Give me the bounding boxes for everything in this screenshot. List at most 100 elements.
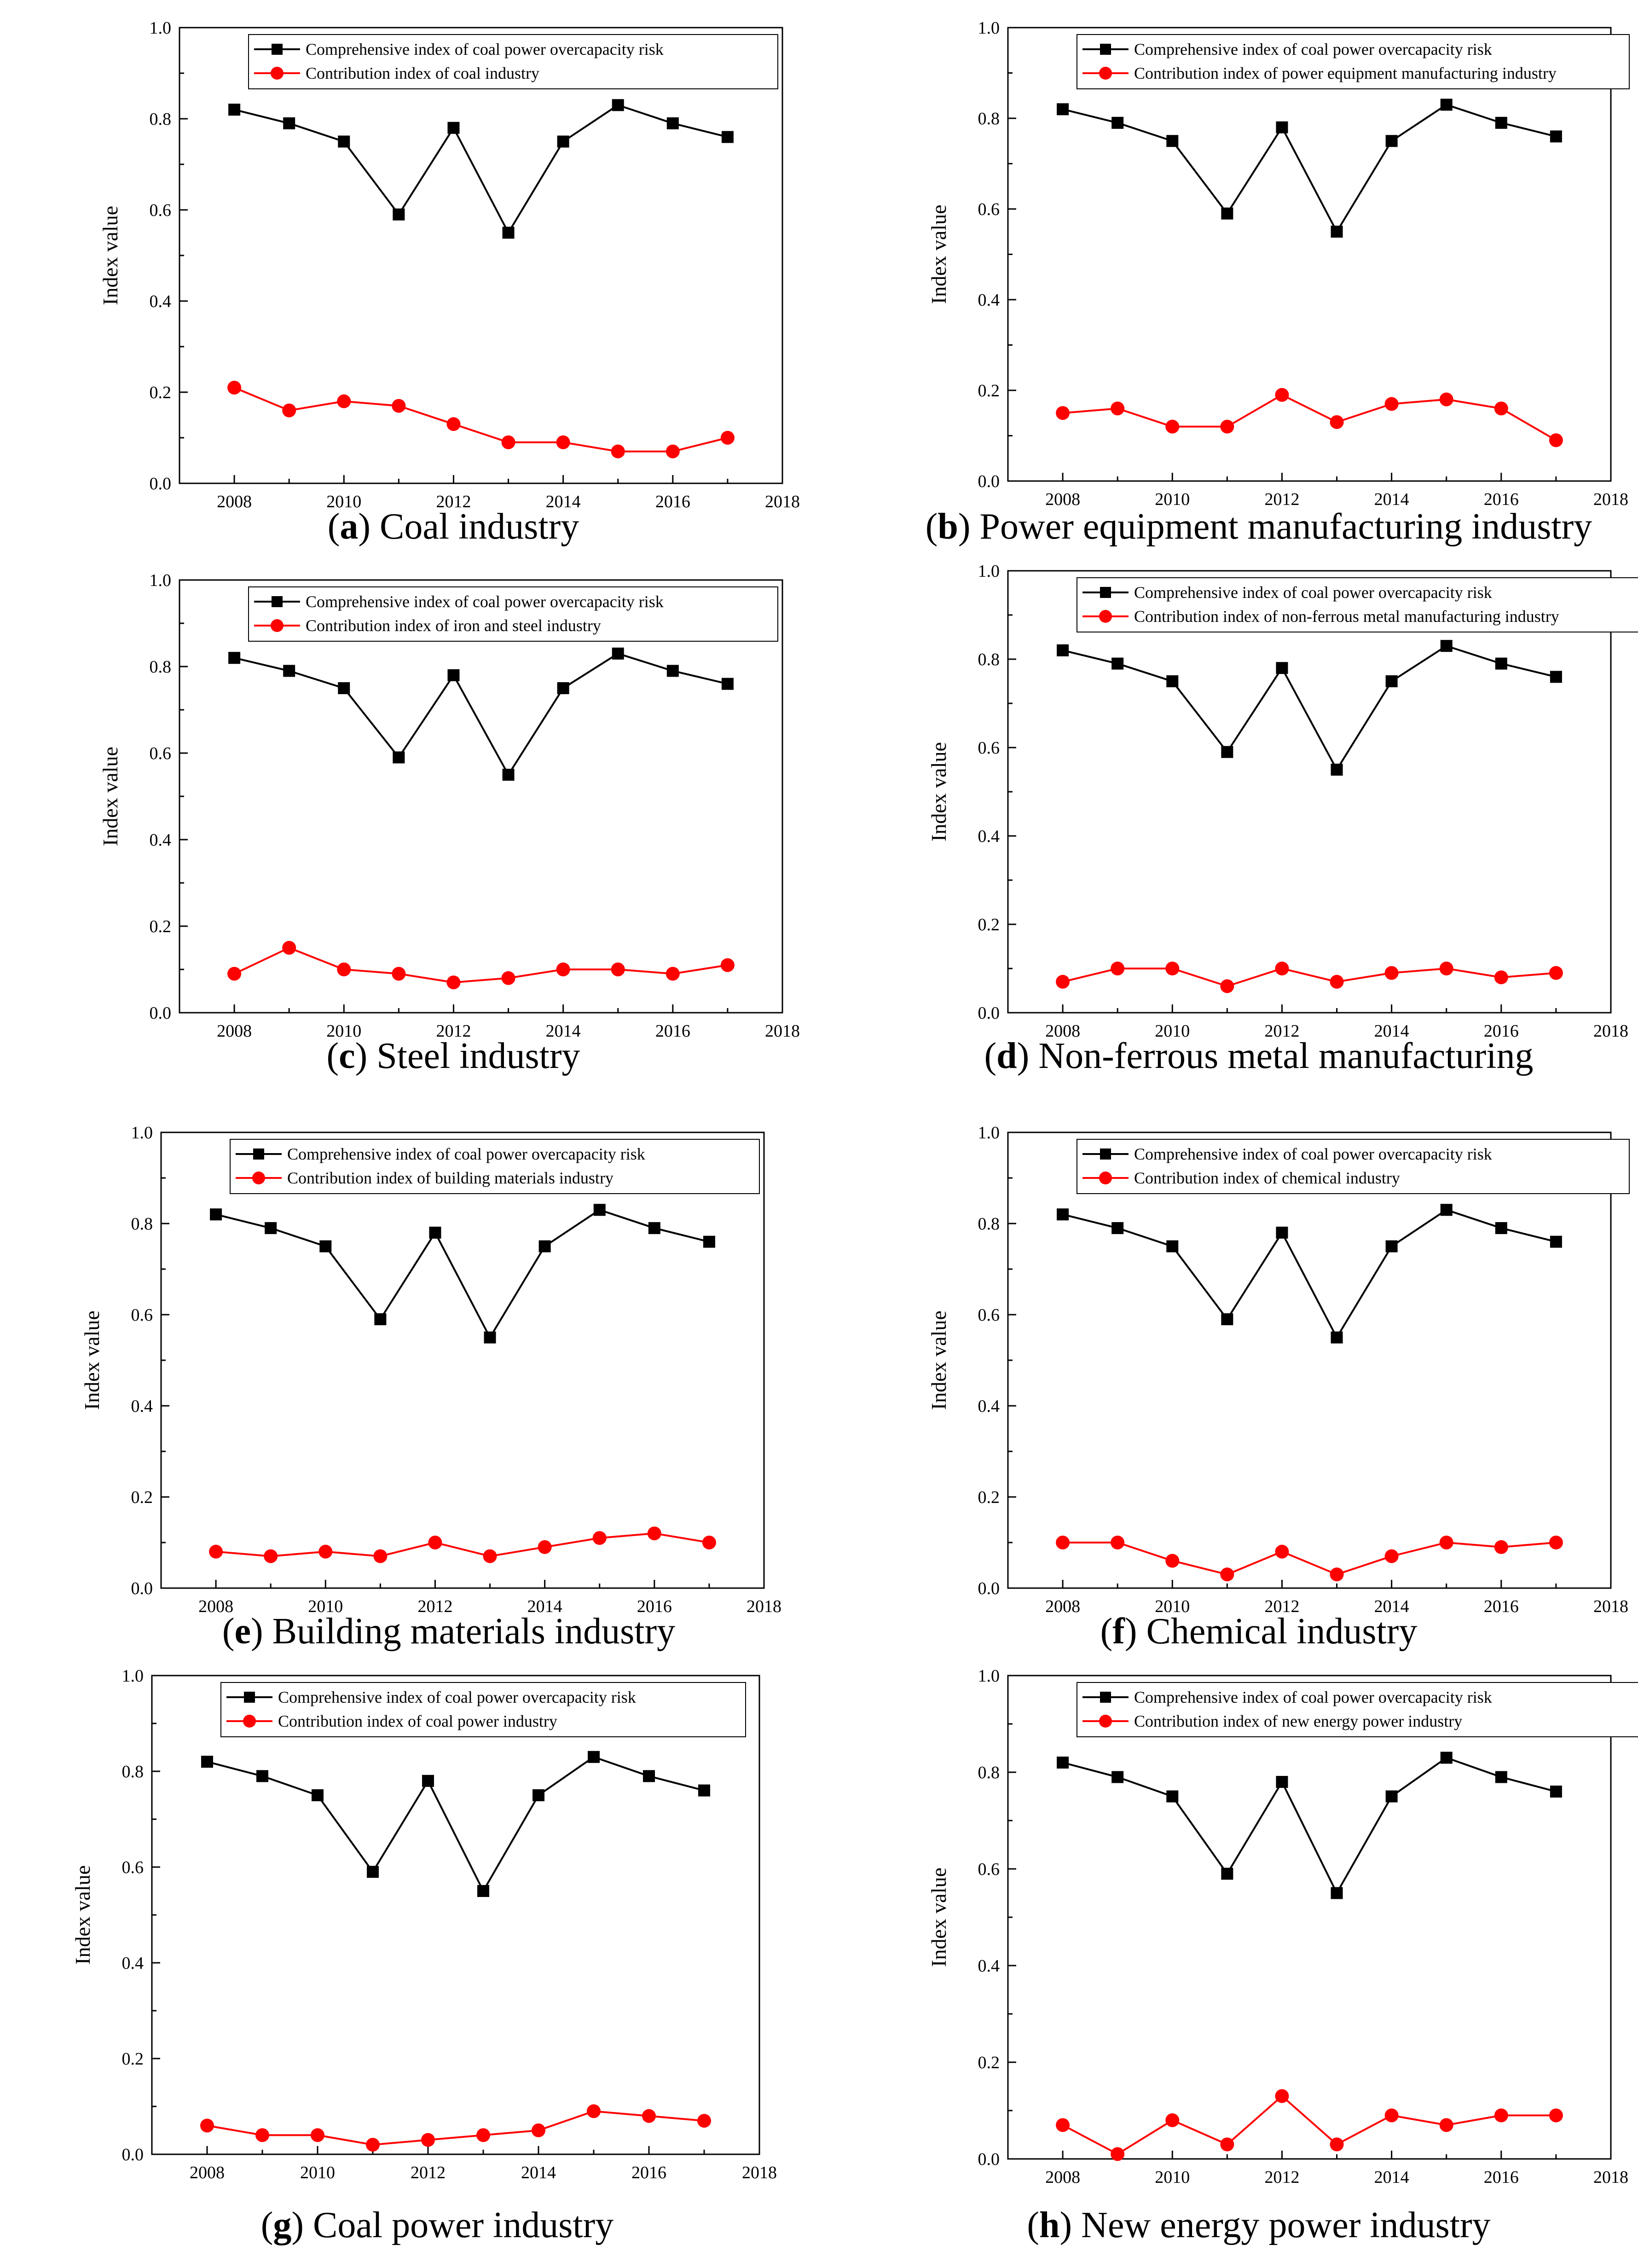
x-tick-label: 2014 [1374,2168,1409,2187]
data-point [256,1770,268,1782]
y-tick-label: 0.4 [978,827,1000,846]
legend-marker-circle [1099,1715,1112,1728]
data-point [1495,116,1507,129]
data-point [1330,415,1344,429]
x-tick-label: 2014 [1374,1597,1409,1616]
y-tick-label: 0.6 [978,1305,1000,1325]
legend-marker-square [1100,44,1111,55]
data-point [1439,1536,1453,1549]
data-point [1494,2108,1508,2123]
data-point [1385,1790,1398,1803]
data-point [255,2128,269,2142]
y-tick-label: 0.0 [978,2150,1000,2169]
data-point [1440,1752,1453,1764]
x-tick-label: 2008 [1045,2168,1080,2187]
y-tick-label: 0.0 [150,474,172,493]
data-point [1385,675,1398,687]
x-tick-label: 2018 [1593,1597,1628,1616]
y-tick-label: 0.6 [150,201,172,220]
data-point [209,1544,223,1559]
x-tick-label: 2016 [637,1597,672,1616]
data-point [429,1226,441,1239]
y-tick-label: 0.4 [131,1397,153,1416]
panel-caption: (f) Chemical industry [1100,1611,1418,1652]
data-point [1331,1331,1343,1344]
data-point [373,1549,388,1563]
legend-entry: Contribution index of power equipment ma… [1134,64,1557,82]
data-point [1384,966,1399,980]
legend-marker-square [1100,1149,1111,1160]
data-point [1330,974,1344,989]
x-tick-label: 2018 [1593,490,1628,509]
y-tick-label: 0.8 [150,657,172,677]
data-point [227,381,242,395]
x-tick-label: 2012 [417,1597,452,1616]
x-tick-label: 2010 [326,492,361,511]
data-point [703,1236,715,1248]
panel-caption: (c) Steel industry [327,1036,580,1076]
y-tick-label: 0.6 [978,738,1000,758]
y-tick-label: 0.6 [131,1305,153,1325]
data-point [447,122,460,134]
data-point [1111,657,1124,670]
series-line-contribution-index [234,946,728,984]
data-point [392,399,406,413]
data-point [1111,962,1125,975]
x-tick-label: 2016 [631,2163,666,2182]
data-point [283,665,295,677]
data-point [1166,675,1179,687]
legend-marker-circle [252,1172,265,1184]
data-point [532,1789,544,1801]
legend-entry: Contribution index of new energy power i… [1134,1712,1462,1730]
data-point [374,1313,387,1325]
legend-marker-circle [1099,1172,1112,1184]
y-tick-label: 1.0 [150,571,172,590]
y-axis-label: Index value [927,205,950,304]
y-tick-label: 0.6 [150,744,172,763]
y-tick-label: 0.8 [978,650,1000,669]
x-tick-label: 2016 [655,492,690,511]
data-point [1220,979,1234,993]
legend-marker-square [272,596,283,607]
data-point [1276,662,1288,674]
data-point [1549,966,1563,980]
data-point [1221,207,1233,220]
data-point [1111,1771,1124,1783]
data-point [1275,388,1289,402]
data-point [1550,671,1562,683]
data-point [337,394,351,408]
legend-marker-square [1100,587,1111,598]
data-point [1111,116,1124,129]
x-tick-label: 2014 [521,2163,556,2182]
data-point [538,1540,552,1554]
data-point [611,963,625,976]
x-tick-label: 2010 [308,1597,343,1616]
legend-box [230,1139,760,1194]
data-point [1220,1567,1234,1582]
plot-frame [151,1675,760,2155]
data-point [392,967,406,981]
data-point [366,2138,380,2152]
legend-marker-circle [271,619,284,632]
data-point [1384,397,1399,411]
series-line-contribution-index [234,387,728,452]
x-tick-label: 2010 [1155,2168,1190,2187]
y-tick-label: 1.0 [978,18,1000,38]
data-point [483,1549,497,1563]
data-point [484,1331,496,1344]
data-point [1111,401,1125,416]
data-point [1111,1536,1125,1549]
y-tick-label: 1.0 [978,1123,1000,1143]
x-tick-label: 2008 [217,492,252,511]
legend-marker-circle [271,67,284,80]
y-axis-label: Index value [98,747,122,846]
data-point [446,417,461,431]
data-point [557,682,569,694]
legend-box [1077,34,1630,89]
legend-entry: Comprehensive index of coal power overca… [1134,40,1492,58]
data-point [1056,2118,1070,2132]
data-point [666,117,679,129]
x-tick-label: 2008 [1045,1021,1080,1041]
data-point [393,751,405,764]
y-tick-label: 0.2 [150,383,172,402]
